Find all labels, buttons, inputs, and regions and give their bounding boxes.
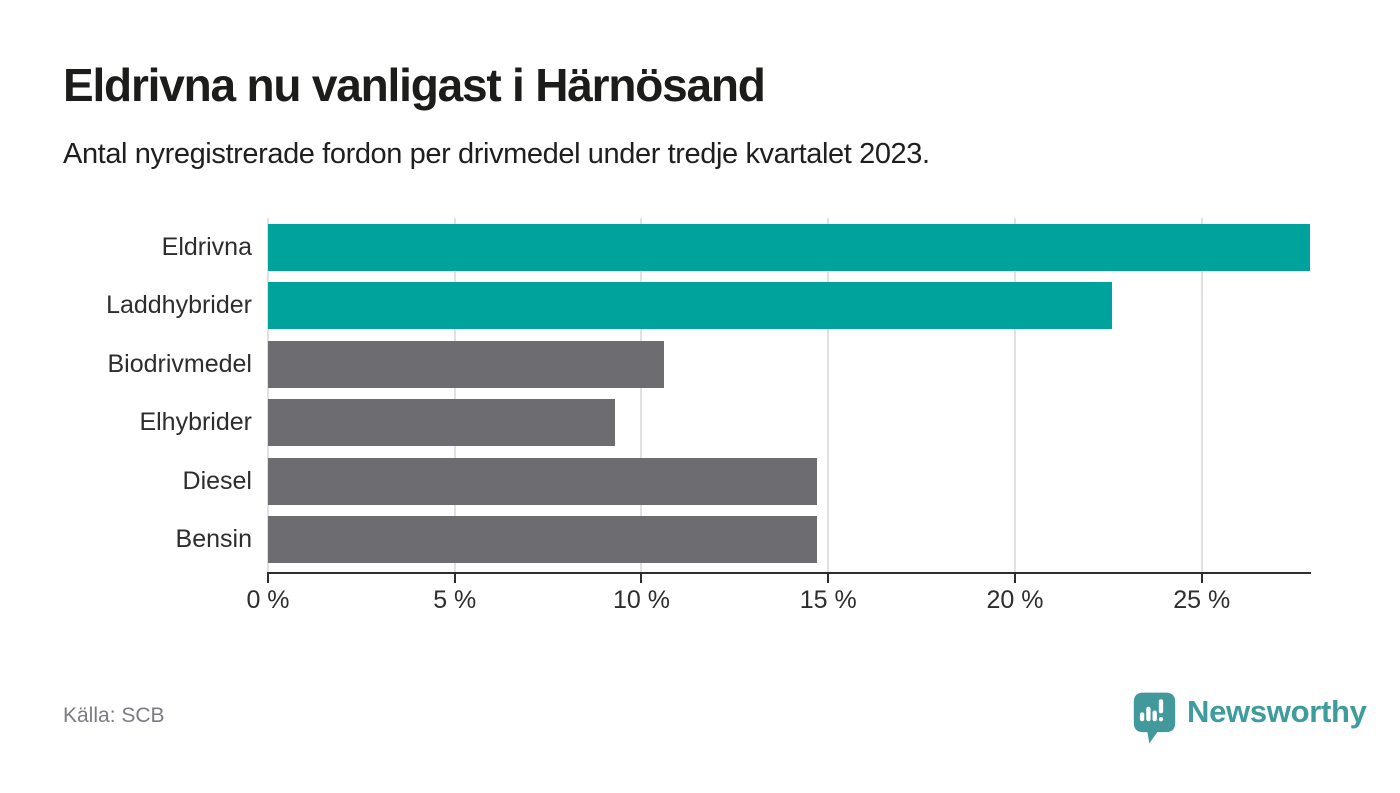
bar-diesel	[268, 457, 817, 505]
bar-biodrivmedel	[268, 340, 664, 388]
x-axis-tick-label: 0 %	[246, 586, 290, 614]
x-axis-tick	[453, 574, 456, 583]
x-axis-tick	[1013, 574, 1016, 583]
category-label: Eldrivna	[161, 233, 252, 261]
category-label: Biodrivmedel	[107, 349, 252, 378]
gridline-0	[267, 218, 269, 573]
bar-bensin	[268, 516, 817, 563]
x-axis-tick-label: 5 %	[433, 586, 477, 614]
x-axis-tick	[1200, 574, 1203, 583]
gridline-20	[1013, 218, 1016, 573]
x-axis-tick-label: 15 %	[799, 586, 857, 614]
x-axis-tick	[267, 574, 269, 583]
x-axis-tick	[640, 574, 643, 583]
category-label: Elhybrider	[139, 408, 252, 437]
gridline-10	[640, 218, 643, 573]
x-axis-line	[267, 572, 1311, 574]
page-title: Eldrivna nu vanligast i Härnösand	[63, 59, 766, 111]
page-subtitle: Antal nyregistrerade fordon per drivmede…	[63, 138, 930, 170]
source-attribution: Källa: SCB	[63, 704, 165, 727]
gridline-25	[1200, 218, 1203, 573]
category-label: Laddhybrider	[106, 291, 252, 320]
x-axis-tick-label: 10 %	[612, 586, 670, 614]
category-label: Diesel	[182, 466, 252, 495]
brand-wordmark: Newsworthy	[1187, 694, 1367, 729]
bar-eldrivna	[268, 224, 1310, 271]
bar-elhybrider	[268, 399, 616, 447]
x-axis-tick-label: 20 %	[986, 586, 1044, 614]
category-label: Bensin	[175, 525, 252, 553]
newsworthy-bubble-chart-icon	[1131, 689, 1178, 752]
gridline-15	[827, 218, 830, 573]
brand-logo: Newsworthy	[1131, 689, 1367, 752]
x-axis-tick	[827, 574, 830, 583]
bar-laddhybrider	[268, 282, 1113, 330]
gridline-5	[453, 218, 456, 573]
x-axis-tick-label: 25 %	[1173, 586, 1231, 614]
